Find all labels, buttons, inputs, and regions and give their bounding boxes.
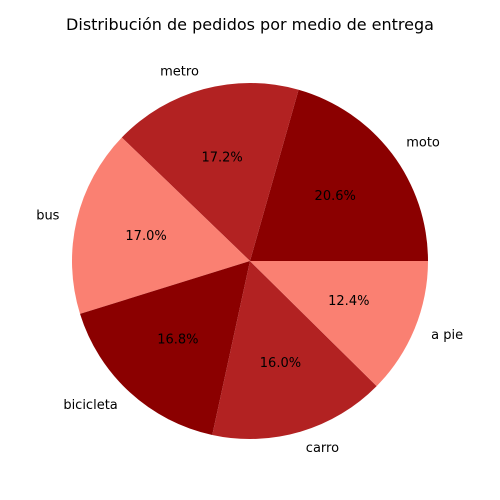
pie-slices [72, 83, 428, 439]
pie-slice-bicicleta [80, 261, 250, 435]
pie-labels: moto 20.6% metro 17.2% bus 17.0% bicicleta 16.8… [36, 64, 463, 456]
percent-label-moto: 20.6% [315, 189, 356, 204]
percent-label-carro: 16.0% [260, 356, 301, 371]
percent-label-bicicleta: 16.8% [157, 332, 198, 347]
slice-label-bus: bus [36, 208, 59, 223]
slice-label-metro: metro [160, 64, 199, 79]
slice-label-moto: moto [406, 135, 440, 150]
slice-label-carro: carro [306, 441, 339, 456]
pie-slice-bus [72, 137, 251, 314]
percent-label-metro: 17.2% [201, 150, 242, 165]
percent-label-a-pie: 12.4% [328, 294, 369, 309]
pie-slice-metro [121, 83, 299, 261]
slice-label-a-pie: a pie [431, 328, 463, 343]
slice-label-bicicleta: bicicleta [63, 398, 117, 413]
pie-slice-carro [212, 261, 377, 439]
pie-slice-moto [250, 89, 428, 262]
chart-title: Distribución de pedidos por medio de ent… [66, 15, 434, 34]
percent-label-bus: 17.0% [125, 229, 166, 244]
pie-slice-a-pie [250, 261, 428, 387]
